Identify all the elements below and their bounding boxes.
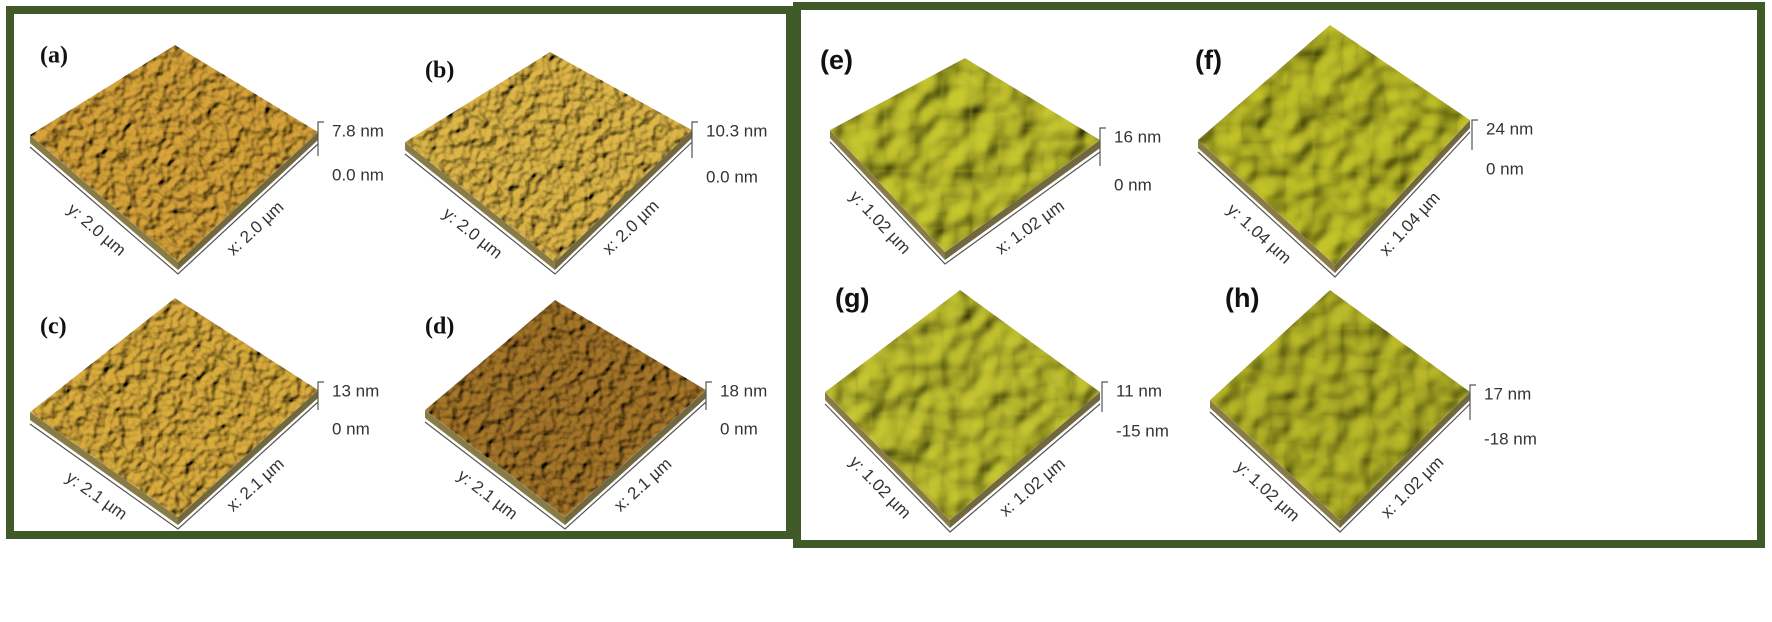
z-min-label: 0 nm: [720, 419, 758, 438]
surface-side: [178, 390, 318, 525]
axis-line: [829, 141, 1101, 265]
afm-surface: [30, 45, 318, 262]
axis-line: [1197, 131, 1471, 278]
panel-label: (b): [425, 58, 454, 84]
z-max-label: 10.3 nm: [706, 121, 767, 140]
surface-side: [950, 392, 1100, 528]
z-max-label: 17 nm: [1484, 384, 1531, 403]
z-min-label: 0.0 nm: [706, 167, 758, 186]
surface-side: [178, 132, 318, 270]
z-max-label: 13 nm: [332, 381, 379, 400]
panel-label: (h): [1225, 283, 1259, 313]
z-min-label: 0.0 nm: [332, 165, 384, 184]
axis-line: [29, 143, 319, 275]
surface-side: [555, 130, 692, 270]
z-min-label: -18 nm: [1484, 429, 1537, 448]
afm-surface: [425, 300, 706, 517]
z-scale: [1469, 384, 1476, 420]
z-max-label: 16 nm: [1114, 127, 1161, 146]
z-scale: [705, 381, 712, 410]
z-scale: [1099, 127, 1106, 166]
z-scale: [317, 121, 324, 156]
surface-side: [425, 410, 565, 525]
panel-label: (c): [40, 314, 67, 340]
axis-line: [424, 401, 707, 530]
z-min-label: 0 nm: [1486, 159, 1524, 178]
z-min-label: -15 nm: [1116, 421, 1169, 440]
afm-surface: [825, 290, 1100, 520]
surface-side: [1335, 120, 1470, 273]
panel-label: (a): [40, 43, 68, 69]
left-frame: [6, 6, 794, 539]
afm-surface: [1198, 25, 1470, 265]
surface-side: [1340, 392, 1470, 528]
z-min-label: 0 nm: [1114, 175, 1152, 194]
afm-surface: [30, 298, 318, 517]
surface-side: [405, 142, 555, 270]
surface-side: [945, 140, 1100, 260]
afm-surface: [405, 52, 692, 262]
surface-side: [1210, 400, 1340, 528]
panel-label: (f): [1195, 45, 1222, 75]
afm-surface: [830, 58, 1100, 252]
axis-line: [404, 141, 693, 275]
right-frame: [793, 2, 1765, 548]
panel-label: (g): [835, 283, 869, 313]
panel-label: (e): [820, 45, 853, 75]
axis-line: [824, 403, 1101, 533]
surface-side: [30, 412, 178, 525]
z-max-label: 24 nm: [1486, 119, 1533, 138]
z-scale: [317, 381, 324, 410]
surface-side: [825, 392, 950, 528]
z-min-label: 0 nm: [332, 419, 370, 438]
surface-side: [1198, 140, 1335, 273]
z-max-label: 7.8 nm: [332, 121, 384, 140]
axis-line: [29, 401, 319, 530]
surface-side: [30, 135, 178, 270]
z-max-label: 18 nm: [720, 381, 767, 400]
z-scale: [691, 121, 698, 158]
surface-side: [830, 130, 945, 260]
z-scale: [1471, 119, 1478, 150]
axis-line: [1209, 403, 1471, 533]
afm-surface: [1210, 290, 1470, 520]
panel-label: (d): [425, 314, 454, 340]
surface-side: [565, 390, 706, 525]
z-scale: [1101, 381, 1108, 412]
z-max-label: 11 nm: [1116, 381, 1162, 400]
